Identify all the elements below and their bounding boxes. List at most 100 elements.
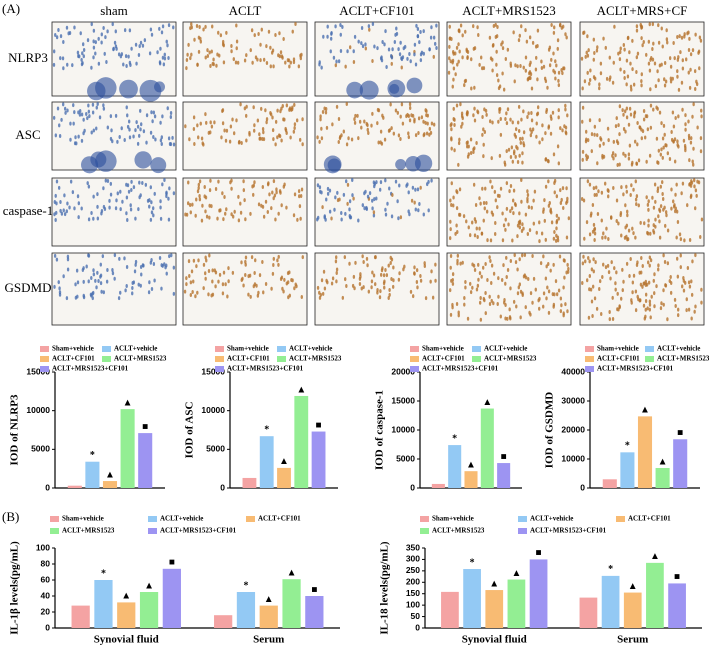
cell [264, 282, 268, 287]
y-tick-label: 0 [220, 482, 225, 492]
cell [127, 54, 130, 59]
cell [335, 279, 338, 284]
cell [86, 38, 90, 43]
cell [630, 298, 633, 303]
cell [61, 56, 65, 61]
cell [559, 188, 562, 193]
cell [451, 272, 455, 277]
cell [366, 263, 369, 268]
cell [648, 68, 652, 73]
cell [330, 216, 333, 221]
cell [482, 142, 485, 147]
cell [324, 217, 327, 222]
cell [251, 60, 254, 65]
cell [544, 237, 547, 242]
cell [471, 285, 474, 290]
cell [690, 292, 694, 297]
cell [595, 48, 599, 53]
cell [361, 254, 364, 259]
cell [659, 184, 663, 189]
legend-swatch [420, 516, 429, 522]
cell [109, 136, 113, 141]
cell [634, 235, 637, 240]
cell [158, 256, 162, 261]
cell [600, 218, 603, 223]
cell [657, 40, 661, 45]
cell [475, 226, 478, 231]
cell [484, 311, 487, 316]
significance-mark: * [101, 568, 106, 579]
cell [521, 253, 524, 258]
cell [612, 139, 616, 144]
micrograph [314, 21, 440, 100]
cell [649, 103, 653, 108]
cell [672, 40, 675, 45]
cell [479, 201, 482, 206]
cell [370, 123, 373, 128]
cell [528, 310, 531, 315]
cell [504, 227, 507, 232]
cell [657, 78, 660, 83]
cell [699, 38, 703, 43]
cell [509, 209, 512, 214]
cell [511, 198, 515, 203]
cell [424, 296, 428, 301]
cell [213, 268, 216, 273]
cell [588, 118, 592, 123]
cell [583, 236, 586, 241]
bar [673, 439, 688, 488]
cell [253, 282, 257, 287]
cell [542, 207, 545, 212]
tissue-blob [119, 79, 138, 99]
cell [426, 113, 429, 118]
cell [113, 276, 116, 281]
cell [163, 56, 167, 61]
cell [670, 187, 673, 192]
cell [638, 125, 642, 130]
cell [69, 179, 73, 184]
cell [535, 55, 538, 60]
cell [132, 280, 136, 285]
cell [354, 260, 357, 265]
cell [63, 193, 66, 198]
cell [112, 47, 115, 52]
cell [282, 289, 285, 294]
cell [449, 227, 452, 232]
cell [114, 113, 118, 118]
cell [516, 267, 519, 272]
cell [102, 106, 106, 111]
cell [280, 275, 284, 280]
cell [149, 260, 153, 265]
cell [660, 301, 663, 306]
cell [208, 50, 211, 55]
significance-mark: ▲ [144, 580, 154, 591]
cell [202, 262, 206, 267]
legend-label: ACLT+MRS1523+CF101 [530, 527, 607, 535]
cell [296, 217, 299, 222]
cell [625, 115, 629, 120]
bar [305, 596, 324, 628]
cell [341, 295, 345, 300]
cell [661, 197, 665, 202]
cell [464, 280, 467, 285]
cell [405, 114, 408, 119]
cell [662, 253, 665, 258]
cell [679, 265, 682, 270]
cell [625, 106, 629, 111]
cell [243, 58, 247, 63]
cell [453, 117, 456, 122]
cell [419, 278, 423, 283]
cell [640, 136, 644, 141]
cell [453, 122, 456, 127]
cell [90, 130, 93, 135]
cell [391, 284, 395, 289]
cell [565, 235, 569, 240]
cell [598, 82, 601, 87]
cell [636, 142, 639, 147]
cell [408, 118, 412, 123]
cell [508, 315, 512, 320]
cell [482, 296, 486, 301]
cell [329, 49, 332, 54]
significance-mark: ▲ [658, 456, 668, 467]
cell [674, 304, 677, 309]
